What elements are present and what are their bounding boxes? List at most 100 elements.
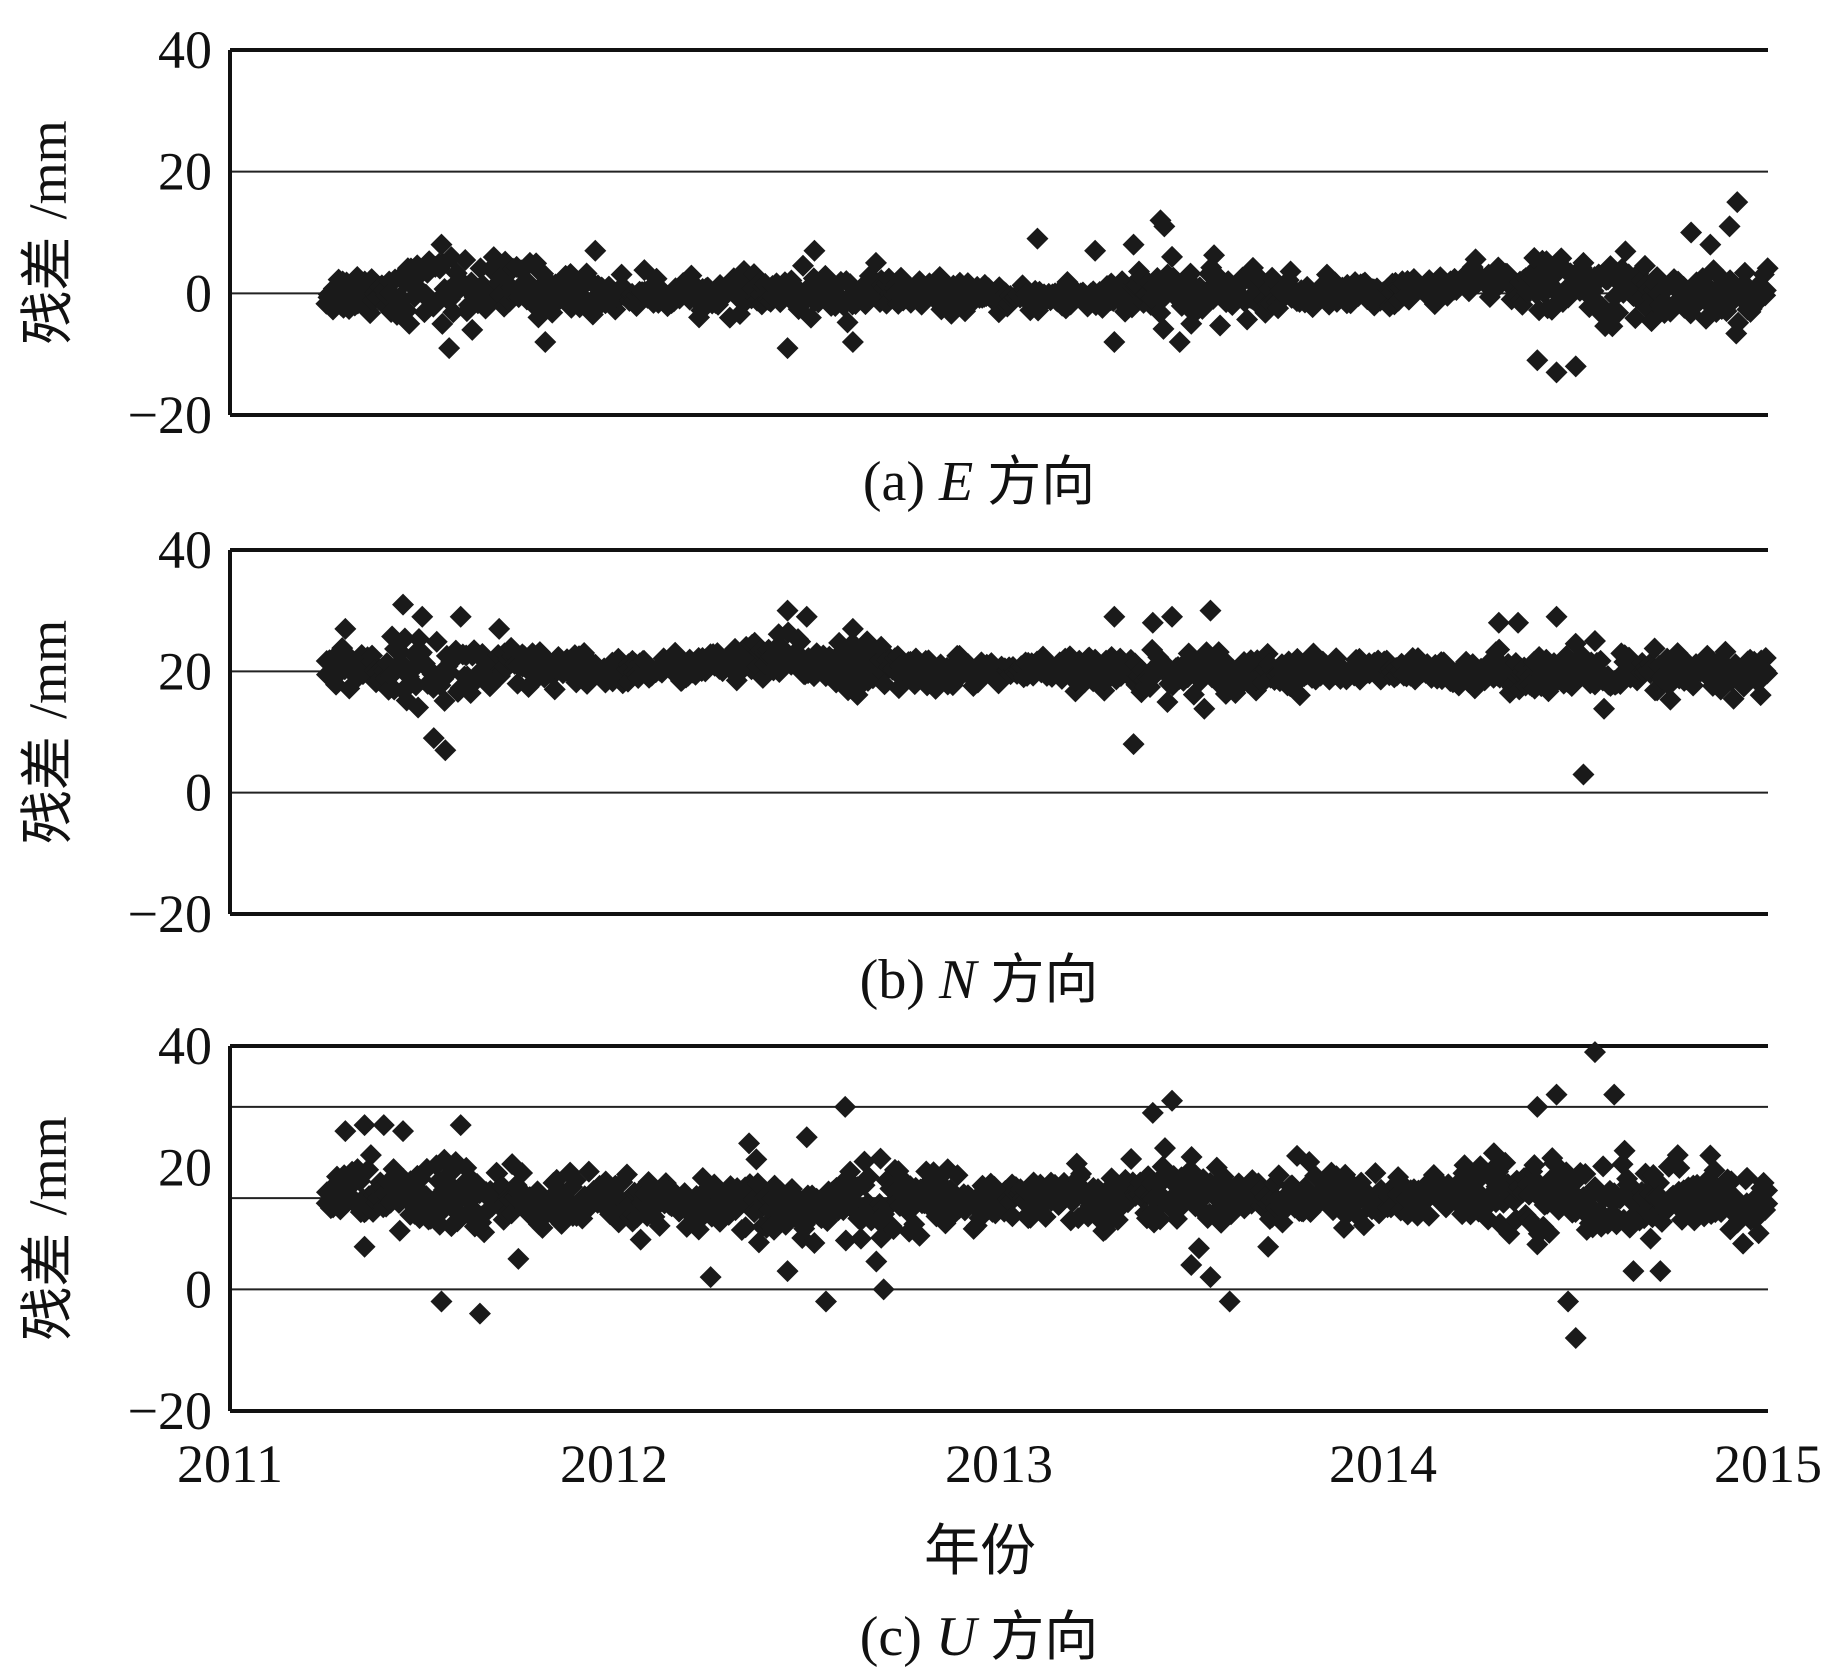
data-point: [577, 1160, 600, 1183]
data-point: [834, 1095, 857, 1118]
data-point: [1747, 1222, 1770, 1245]
data-point: [839, 1160, 862, 1183]
data-point: [393, 627, 416, 650]
data-point: [946, 1164, 969, 1187]
data-point: [872, 1278, 895, 1301]
y-axis-title-text: 残差: [16, 219, 79, 344]
data-point: [1583, 630, 1606, 652]
data-point: [1070, 1162, 1093, 1185]
panel-caption: (a) E 方向: [863, 450, 1095, 513]
data-point: [511, 1162, 534, 1185]
data-point: [1756, 1192, 1779, 1215]
data-point: [747, 1231, 770, 1254]
data-point: [1643, 637, 1666, 660]
y-tick-label: −20: [128, 1381, 212, 1441]
caption-suffix: 方向: [987, 450, 1095, 513]
data-point: [776, 337, 799, 360]
data-point: [604, 298, 627, 321]
data-point: [534, 331, 557, 353]
data-point: [1288, 684, 1311, 707]
panel-c: 40 20 0 −20 残差 /mm (c) U 方向: [16, 1016, 1779, 1668]
data-point: [1648, 1171, 1671, 1194]
panel-b: 40 20 0 −20 残差 /mm (b) N 方向: [16, 520, 1779, 1011]
caption-prefix: (b): [860, 949, 939, 1011]
data-point: [1699, 1144, 1722, 1167]
data-point: [473, 1221, 496, 1244]
data-point: [372, 1114, 395, 1137]
data-point: [615, 1163, 638, 1186]
caption-prefix: (c): [860, 1606, 936, 1668]
data-point: [518, 251, 541, 274]
x-tick-label: 2012: [560, 1434, 668, 1494]
data-point: [1488, 638, 1511, 661]
data-point: [411, 605, 434, 628]
data-point: [776, 599, 799, 622]
data-point: [1364, 1162, 1387, 1185]
series-points: [315, 191, 1779, 384]
y-axis-title: 残差 /mm: [16, 1116, 79, 1340]
data-point: [353, 1114, 376, 1137]
data-point: [422, 727, 445, 750]
data-point: [1180, 1146, 1203, 1169]
data-point: [1141, 611, 1164, 634]
data-point: [1257, 1235, 1280, 1258]
data-point: [1153, 1137, 1176, 1160]
data-point: [1193, 697, 1216, 720]
data-point: [1722, 687, 1745, 710]
panel-a: 40 20 0 −20 残差 /mm (a) E 方向: [16, 20, 1779, 513]
data-point: [1756, 257, 1779, 280]
data-point: [1001, 1205, 1024, 1228]
y-tick-label: 0: [185, 763, 212, 823]
x-tick-label: 2014: [1329, 1434, 1437, 1494]
data-point: [407, 696, 430, 719]
data-point: [543, 678, 566, 701]
data-point: [1161, 245, 1184, 268]
data-point: [1589, 649, 1612, 672]
x-axis-title: 年份: [924, 1519, 1036, 1584]
data-point: [1026, 227, 1049, 250]
data-point: [1103, 331, 1126, 353]
data-point: [803, 1231, 826, 1254]
caption-symbol: U: [936, 1606, 990, 1668]
data-point: [1103, 605, 1126, 628]
data-point: [1583, 1041, 1606, 1064]
x-tick-label: 2011: [177, 1434, 283, 1494]
data-point: [468, 1302, 491, 1325]
data-point: [1149, 1208, 1172, 1231]
x-tick-label: 2013: [945, 1434, 1053, 1494]
data-point: [449, 605, 472, 628]
caption-prefix: (a): [863, 451, 939, 513]
data-point: [1168, 331, 1191, 353]
caption-suffix: 方向: [990, 948, 1098, 1011]
data-point: [1180, 312, 1203, 335]
data-point: [1122, 233, 1145, 256]
data-point: [1120, 1147, 1143, 1170]
data-point: [864, 251, 887, 274]
data-point: [353, 1235, 376, 1258]
data-point: [1574, 1163, 1597, 1186]
data-point: [795, 605, 818, 628]
y-tick-label: −20: [128, 884, 212, 944]
data-point: [1352, 1214, 1375, 1237]
data-point: [1545, 605, 1568, 628]
data-point: [1122, 733, 1145, 756]
y-axis-title-unit: /mm: [18, 620, 78, 719]
data-point: [1639, 1227, 1662, 1250]
data-point: [1545, 1083, 1568, 1106]
data-point: [1538, 1221, 1561, 1244]
data-point: [1668, 1157, 1691, 1180]
data-point: [1084, 239, 1107, 262]
data-point: [334, 617, 357, 640]
series-points: [315, 593, 1779, 786]
data-point: [1545, 361, 1568, 384]
data-point: [1754, 279, 1777, 302]
data-point: [449, 1114, 472, 1137]
y-tick-label: 40: [158, 520, 212, 580]
data-point: [803, 239, 826, 262]
data-point: [841, 331, 864, 353]
data-point: [1149, 302, 1172, 325]
data-point: [1161, 605, 1184, 628]
data-point: [1756, 662, 1779, 685]
data-point: [1749, 684, 1772, 707]
